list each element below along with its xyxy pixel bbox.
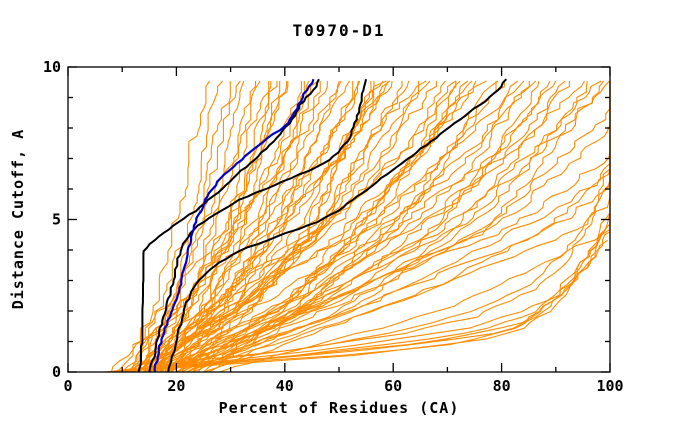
x-tick-label: 20 [167, 377, 185, 395]
x-tick-label: 100 [596, 377, 623, 395]
chart-title: T0970-D1 [292, 21, 386, 40]
y-tick-label: 5 [52, 211, 61, 229]
y-axis-label: Distance Cutoff, A [9, 128, 27, 310]
x-tick-label: 0 [63, 377, 72, 395]
blue-model-curve [153, 78, 315, 372]
x-axis-label: Percent of Residues (CA) [218, 399, 460, 417]
black-curve [148, 78, 367, 373]
x-tick-label: 40 [276, 377, 294, 395]
x-tick-label: 60 [384, 377, 402, 395]
x-tick-label: 80 [493, 377, 511, 395]
tick-labels: 0 20 40 60 80 100 0 5 10 [43, 58, 624, 395]
black-curve [137, 78, 320, 373]
black-curve [167, 78, 508, 373]
y-tick-label: 0 [52, 363, 61, 381]
y-tick-label: 10 [43, 58, 61, 76]
axes-frame [67, 66, 611, 373]
orange-model-curves [105, 80, 611, 373]
black-model-curves [137, 78, 508, 373]
blue-curve [153, 78, 315, 372]
